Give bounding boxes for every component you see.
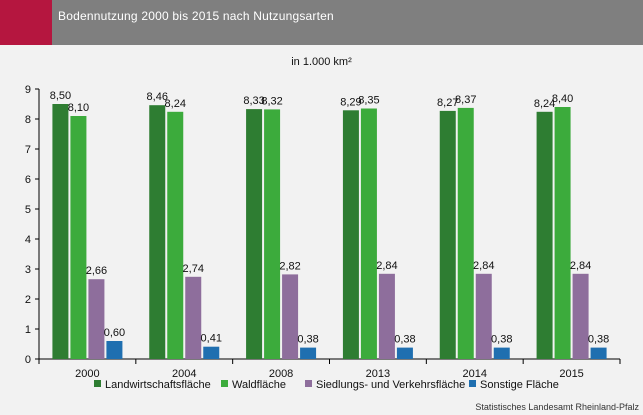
- y-tick-label: 7: [25, 144, 31, 156]
- data-label: 8,27: [437, 97, 458, 109]
- data-label: 8,32: [261, 95, 282, 107]
- bar: [475, 273, 492, 359]
- data-label: 8,24: [534, 98, 555, 110]
- bar: [203, 346, 220, 359]
- data-label: 8,10: [68, 102, 89, 114]
- data-label: 2,84: [376, 260, 397, 272]
- data-label: 0,38: [588, 334, 609, 346]
- bar: [300, 347, 317, 359]
- bar: [590, 347, 607, 359]
- legend-label: Sonstige Fläche: [480, 379, 559, 391]
- bar: [536, 111, 553, 359]
- y-tick-label: 9: [25, 84, 31, 96]
- data-label: 2,82: [279, 260, 300, 272]
- data-label: 0,60: [104, 327, 125, 339]
- bar: [167, 111, 184, 359]
- y-tick-label: 0: [25, 354, 31, 366]
- x-tick-label: 2004: [172, 368, 196, 380]
- x-tick-label: 2008: [269, 368, 293, 380]
- legend-label: Siedlungs- und Verkehrsfläche: [316, 379, 465, 391]
- y-tick-label: 5: [25, 204, 31, 216]
- data-label: 2,66: [86, 265, 107, 277]
- legend-swatch: [305, 380, 312, 387]
- bar: [457, 107, 474, 360]
- x-tick-label: 2014: [463, 368, 487, 380]
- bar: [282, 274, 299, 359]
- x-tick-label: 2013: [366, 368, 390, 380]
- bar: [70, 116, 87, 359]
- data-label: 0,38: [394, 334, 415, 346]
- data-label: 8,37: [455, 94, 476, 106]
- bar: [396, 347, 413, 359]
- bar: [149, 105, 166, 359]
- data-label: 2,84: [473, 260, 494, 272]
- x-tick-label: 2000: [75, 368, 99, 380]
- y-tick-label: 3: [25, 264, 31, 276]
- source-note: Statistisches Landesamt Rheinland-Pfalz: [475, 402, 639, 412]
- data-label: 8,46: [147, 91, 168, 103]
- y-tick-label: 6: [25, 174, 31, 186]
- data-label: 8,50: [50, 90, 71, 102]
- legend-swatch: [94, 380, 101, 387]
- bar: [378, 273, 395, 359]
- y-tick-label: 2: [25, 294, 31, 306]
- legend-swatch: [221, 380, 228, 387]
- bar: [342, 110, 359, 359]
- chart-title: Bodennutzung 2000 bis 2015 nach Nutzungs…: [58, 9, 334, 23]
- bar: [106, 341, 123, 359]
- data-label: 8,24: [165, 98, 186, 110]
- bar: [88, 279, 105, 359]
- bar: [572, 273, 589, 359]
- bar: [264, 109, 281, 360]
- data-label: 2,74: [183, 263, 204, 275]
- header-accent: [0, 0, 52, 45]
- data-label: 8,40: [552, 93, 573, 105]
- data-label: 8,35: [358, 95, 379, 107]
- y-tick-label: 1: [25, 324, 31, 336]
- legend-label: Waldfläche: [232, 379, 286, 391]
- data-label: 8,29: [340, 96, 361, 108]
- data-label: 0,41: [201, 333, 222, 345]
- data-label: 8,33: [243, 95, 264, 107]
- chart-subtitle: in 1.000 km²: [291, 56, 352, 68]
- data-label: 0,38: [491, 334, 512, 346]
- bar: [52, 104, 69, 359]
- y-tick-label: 8: [25, 114, 31, 126]
- data-label: 2,84: [570, 260, 591, 272]
- header-bar: Bodennutzung 2000 bis 2015 nach Nutzungs…: [0, 0, 643, 45]
- legend-label: Landwirtschaftsfläche: [105, 379, 211, 391]
- bar: [439, 110, 456, 360]
- bar: [246, 109, 263, 359]
- bar: [360, 108, 377, 359]
- y-tick-label: 4: [25, 234, 31, 246]
- x-tick-label: 2015: [559, 368, 583, 380]
- legend-swatch: [469, 380, 476, 387]
- bar: [493, 347, 510, 359]
- bar: [554, 107, 571, 359]
- bar: [185, 276, 202, 359]
- data-label: 0,38: [297, 334, 318, 346]
